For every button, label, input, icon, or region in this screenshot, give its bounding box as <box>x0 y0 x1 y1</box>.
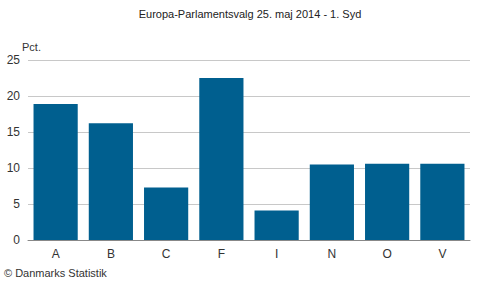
svg-text:5: 5 <box>13 197 20 211</box>
svg-text:A: A <box>52 247 60 261</box>
svg-text:15: 15 <box>7 125 21 139</box>
svg-text:Pct.: Pct. <box>22 41 41 53</box>
svg-text:N: N <box>328 247 337 261</box>
svg-text:20: 20 <box>7 89 21 103</box>
svg-text:0: 0 <box>13 233 20 247</box>
svg-text:F: F <box>218 247 225 261</box>
svg-text:© Danmarks Statistik: © Danmarks Statistik <box>4 267 107 279</box>
svg-text:V: V <box>438 247 446 261</box>
svg-text:Europa-Parlamentsvalg 25. maj: Europa-Parlamentsvalg 25. maj 2014 - 1. … <box>139 8 362 20</box>
svg-text:B: B <box>107 247 115 261</box>
svg-text:O: O <box>382 247 391 261</box>
svg-text:I: I <box>275 247 278 261</box>
svg-text:C: C <box>162 247 171 261</box>
svg-text:10: 10 <box>7 161 21 175</box>
svg-text:25: 25 <box>7 53 21 67</box>
